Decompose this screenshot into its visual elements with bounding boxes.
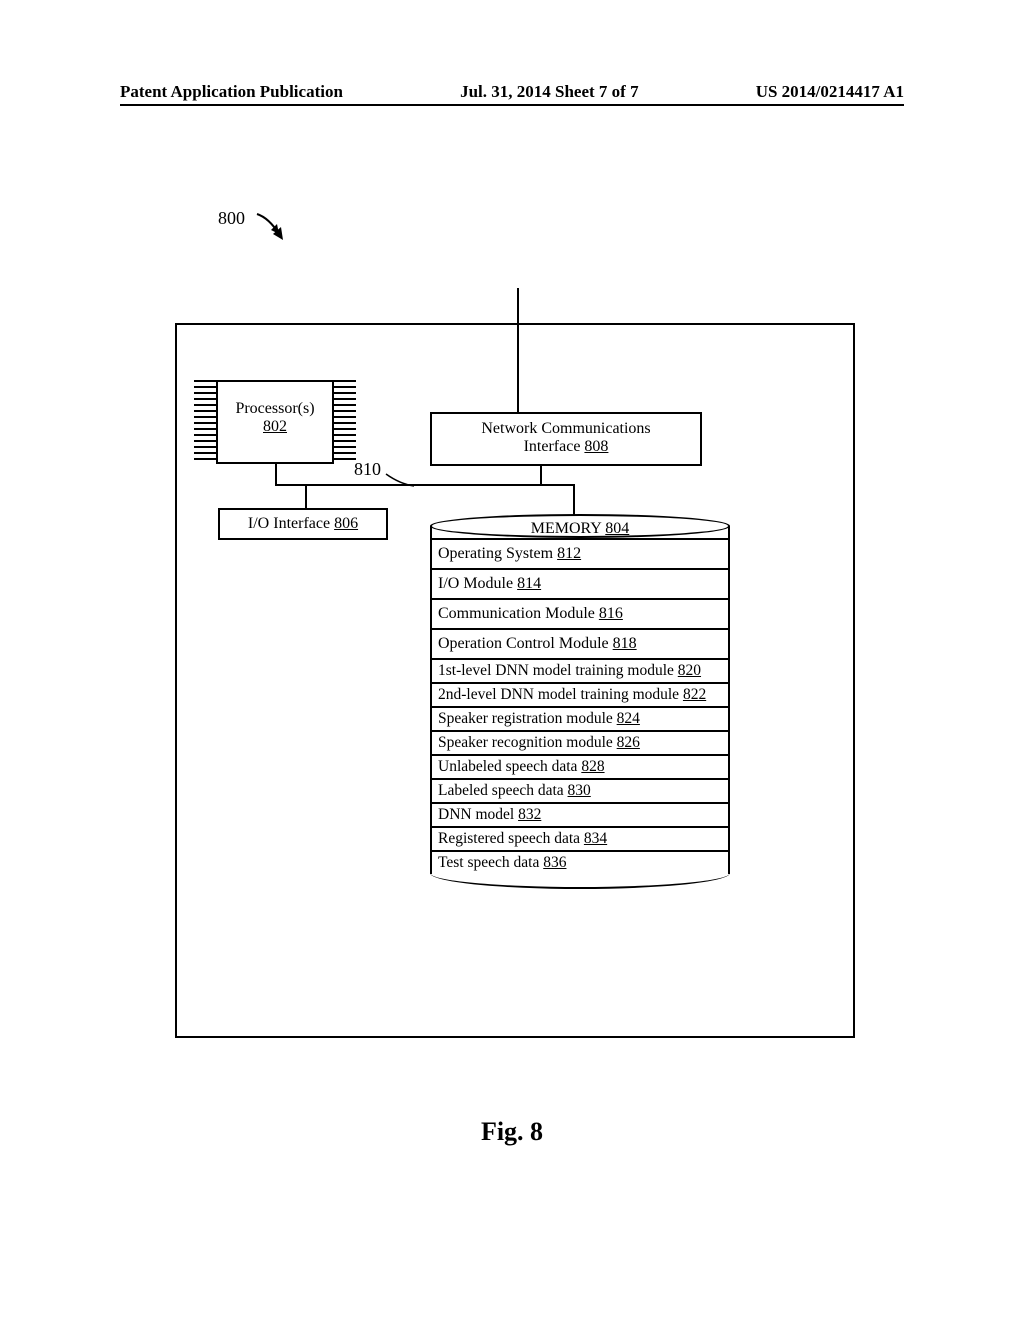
memory-row-num: 822	[683, 686, 706, 703]
network-num: 808	[584, 438, 608, 455]
processor-num: 802	[263, 418, 287, 435]
memory-row-label: Speaker registration module	[438, 710, 617, 727]
header-right: US 2014/0214417 A1	[756, 82, 904, 102]
io-interface-box: I/O Interface 806	[218, 508, 388, 540]
memory-row-label: Labeled speech data	[438, 782, 568, 799]
memory-row: Operation Control Module 818	[432, 628, 728, 658]
memory-row-num: 824	[617, 710, 640, 727]
memory-row-num: 830	[568, 782, 591, 799]
processor-chip: Processor(s) 802	[216, 380, 334, 464]
bus-line	[275, 464, 277, 484]
arrow-800-icon	[255, 210, 295, 250]
memory-row-num: 816	[599, 605, 623, 622]
memory-row: I/O Module 814	[432, 568, 728, 598]
network-line2: Interface	[524, 438, 581, 455]
memory-title-num: 804	[605, 520, 629, 537]
chip-pins-left	[194, 380, 216, 464]
memory-row: Operating System 812	[432, 538, 728, 568]
memory-row-label: DNN model	[438, 806, 518, 823]
memory-row: Registered speech data 834	[432, 826, 728, 850]
memory-row: Labeled speech data 830	[432, 778, 728, 802]
processor-label: Processor(s)	[235, 400, 314, 417]
memory-row-label: Unlabeled speech data	[438, 758, 581, 775]
memory-row-label: Registered speech data	[438, 830, 584, 847]
io-num: 806	[334, 515, 358, 532]
memory-row: Communication Module 816	[432, 598, 728, 628]
memory-row-label: Operating System	[438, 545, 557, 562]
memory-row: DNN model 832	[432, 802, 728, 826]
memory-row: Speaker recognition module 826	[432, 730, 728, 754]
memory-row: Speaker registration module 824	[432, 706, 728, 730]
memory-cylinder: MEMORY 804 Operating System 812I/O Modul…	[430, 514, 730, 890]
memory-row-label: 1st-level DNN model training module	[438, 662, 678, 679]
ref-800: 800	[218, 208, 245, 229]
chip-pins-right	[334, 380, 356, 464]
memory-row-num: 826	[617, 734, 640, 751]
memory-row-num: 814	[517, 575, 541, 592]
memory-row-num: 834	[584, 830, 607, 847]
memory-row-num: 812	[557, 545, 581, 562]
memory-row-num: 828	[581, 758, 604, 775]
memory-row-num: 820	[678, 662, 701, 679]
network-interface-box: Network Communications Interface 808	[430, 412, 702, 466]
network-line1: Network Communications	[481, 420, 650, 437]
memory-row: Test speech data 836	[432, 850, 728, 874]
ref-810-leader	[384, 468, 418, 488]
memory-row-label: Speaker recognition module	[438, 734, 617, 751]
bus-line	[275, 484, 575, 486]
header-left: Patent Application Publication	[120, 82, 343, 102]
memory-row-label: Operation Control Module	[438, 635, 613, 652]
memory-title-ellipse: MEMORY 804	[430, 514, 730, 538]
memory-row-label: Communication Module	[438, 605, 599, 622]
memory-body: Operating System 812I/O Module 814Commun…	[430, 526, 730, 874]
figure-caption: Fig. 8	[0, 1117, 1024, 1147]
bus-line	[305, 484, 307, 508]
memory-title: MEMORY	[531, 520, 602, 537]
patent-page: Patent Application Publication Jul. 31, …	[0, 0, 1024, 1320]
memory-row: Unlabeled speech data 828	[432, 754, 728, 778]
memory-row-label: I/O Module	[438, 575, 517, 592]
memory-row-num: 836	[543, 854, 566, 871]
antenna-line	[517, 288, 519, 325]
memory-row-label: 2nd-level DNN model training module	[438, 686, 683, 703]
ref-810: 810	[354, 459, 381, 480]
bus-line	[573, 484, 575, 515]
page-header: Patent Application Publication Jul. 31, …	[0, 82, 1024, 102]
memory-row-num: 832	[518, 806, 541, 823]
header-center: Jul. 31, 2014 Sheet 7 of 7	[460, 82, 639, 102]
header-rule	[120, 104, 904, 106]
io-label: I/O Interface	[248, 515, 330, 532]
memory-bottom-arc	[430, 873, 730, 889]
memory-row-label: Test speech data	[438, 854, 543, 871]
memory-row: 1st-level DNN model training module 820	[432, 658, 728, 682]
memory-row-num: 818	[613, 635, 637, 652]
bus-line	[540, 466, 542, 484]
memory-row: 2nd-level DNN model training module 822	[432, 682, 728, 706]
